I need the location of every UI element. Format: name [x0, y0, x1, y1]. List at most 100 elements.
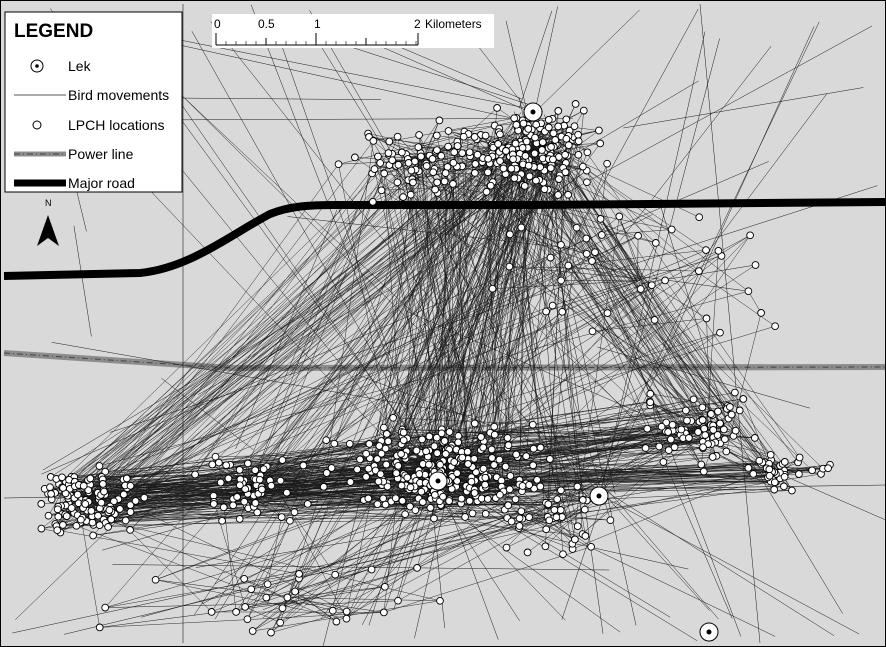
lpch-location	[433, 146, 441, 154]
lpch-location	[414, 143, 423, 151]
lpch-location	[73, 490, 82, 499]
lpch-location	[330, 439, 339, 448]
lpch-location	[548, 301, 557, 310]
lpch-location	[507, 164, 516, 173]
lpch-location	[224, 474, 233, 483]
lpch-location	[241, 485, 250, 493]
movement-line	[546, 281, 638, 312]
lpch-location	[551, 136, 560, 144]
movement-line	[58, 160, 393, 485]
lpch-location	[496, 490, 504, 499]
movement-line	[298, 494, 500, 579]
lpch-location	[432, 433, 441, 442]
lpch-location	[342, 614, 351, 623]
lpch-location	[595, 126, 603, 135]
leks	[428, 102, 719, 642]
movement-line	[509, 266, 699, 272]
movement-line	[247, 266, 510, 494]
movement-line	[434, 471, 776, 637]
lpch-location	[481, 480, 489, 489]
lpch-location	[564, 141, 573, 150]
movement-line	[270, 491, 422, 633]
lpch-location	[404, 159, 413, 167]
lpch-location	[436, 460, 444, 469]
scale-bar-background	[212, 14, 494, 48]
lpch-location	[646, 389, 655, 398]
movement-line	[553, 146, 707, 251]
lpch-location	[430, 442, 439, 451]
lpch-location	[286, 516, 294, 525]
lpch-location	[248, 627, 257, 635]
lpch-location	[233, 493, 241, 501]
lek-marker	[428, 471, 448, 491]
lpch-location	[746, 231, 754, 240]
lpch-location	[587, 542, 595, 551]
lpch-location	[417, 152, 425, 161]
movement-line	[57, 509, 441, 602]
lpch-location	[701, 431, 710, 439]
movement-line	[261, 158, 550, 488]
movement-line	[623, 87, 864, 129]
movement-line	[103, 250, 719, 520]
movement-line	[323, 140, 374, 487]
lpch-location	[37, 500, 46, 508]
movement-line	[41, 161, 769, 475]
lpch-locations	[37, 100, 834, 637]
lpch-location	[126, 508, 135, 516]
legend-item-lpch-locations: LPCH locations	[32, 117, 165, 133]
lpch-location	[151, 575, 160, 584]
lpch-location	[533, 475, 541, 484]
movement-line	[483, 468, 813, 471]
movement-line	[368, 136, 436, 152]
lpch-location	[346, 478, 355, 486]
lpch-location	[406, 502, 414, 511]
lpch-location	[382, 430, 391, 438]
movement-line	[582, 166, 749, 292]
lpch-location	[229, 501, 237, 510]
movement-line	[414, 145, 515, 477]
lpch-location	[215, 458, 223, 467]
lpch-location	[413, 564, 421, 572]
movement-line	[99, 332, 721, 526]
movement-line	[232, 173, 373, 499]
movement-line	[262, 487, 580, 610]
movement-line	[373, 136, 398, 142]
scale-bar: 0 0.5 1 2 Kilometers	[212, 14, 494, 48]
lpch-location	[506, 230, 514, 239]
movement-line	[119, 161, 483, 510]
movement-line	[99, 612, 384, 628]
lpch-location	[596, 139, 605, 148]
movement-line	[586, 238, 641, 290]
movement-line	[607, 489, 719, 620]
lpch-location	[251, 499, 260, 507]
movement-line	[474, 426, 704, 494]
lpch-location	[765, 465, 774, 474]
lpch-location	[707, 410, 715, 418]
lpch-location	[647, 281, 656, 290]
movement-line	[455, 141, 578, 487]
lpch-location	[499, 164, 508, 173]
lpch-location	[208, 460, 217, 469]
lpch-location	[731, 426, 740, 435]
lpch-location	[597, 231, 606, 239]
movement-line	[537, 426, 662, 481]
lpch-location	[243, 615, 252, 624]
lpch-location	[468, 509, 477, 518]
lpch-location	[682, 406, 690, 415]
lpch-location	[54, 512, 63, 521]
lpch-location	[219, 503, 228, 512]
movement-line	[495, 235, 751, 499]
lpch-location	[699, 467, 708, 476]
movement-line	[266, 578, 300, 598]
lpch-location	[110, 497, 118, 506]
scale-tick-label-1: 1	[314, 17, 321, 31]
movement-line	[508, 505, 548, 518]
movement-line	[367, 40, 537, 116]
lpch-location	[708, 453, 717, 461]
lpch-location	[544, 123, 553, 132]
lpch-location	[72, 521, 81, 530]
movement-line	[114, 513, 530, 518]
movement-line	[244, 506, 411, 580]
lpch-location	[541, 542, 550, 551]
lpch-location	[100, 487, 108, 496]
